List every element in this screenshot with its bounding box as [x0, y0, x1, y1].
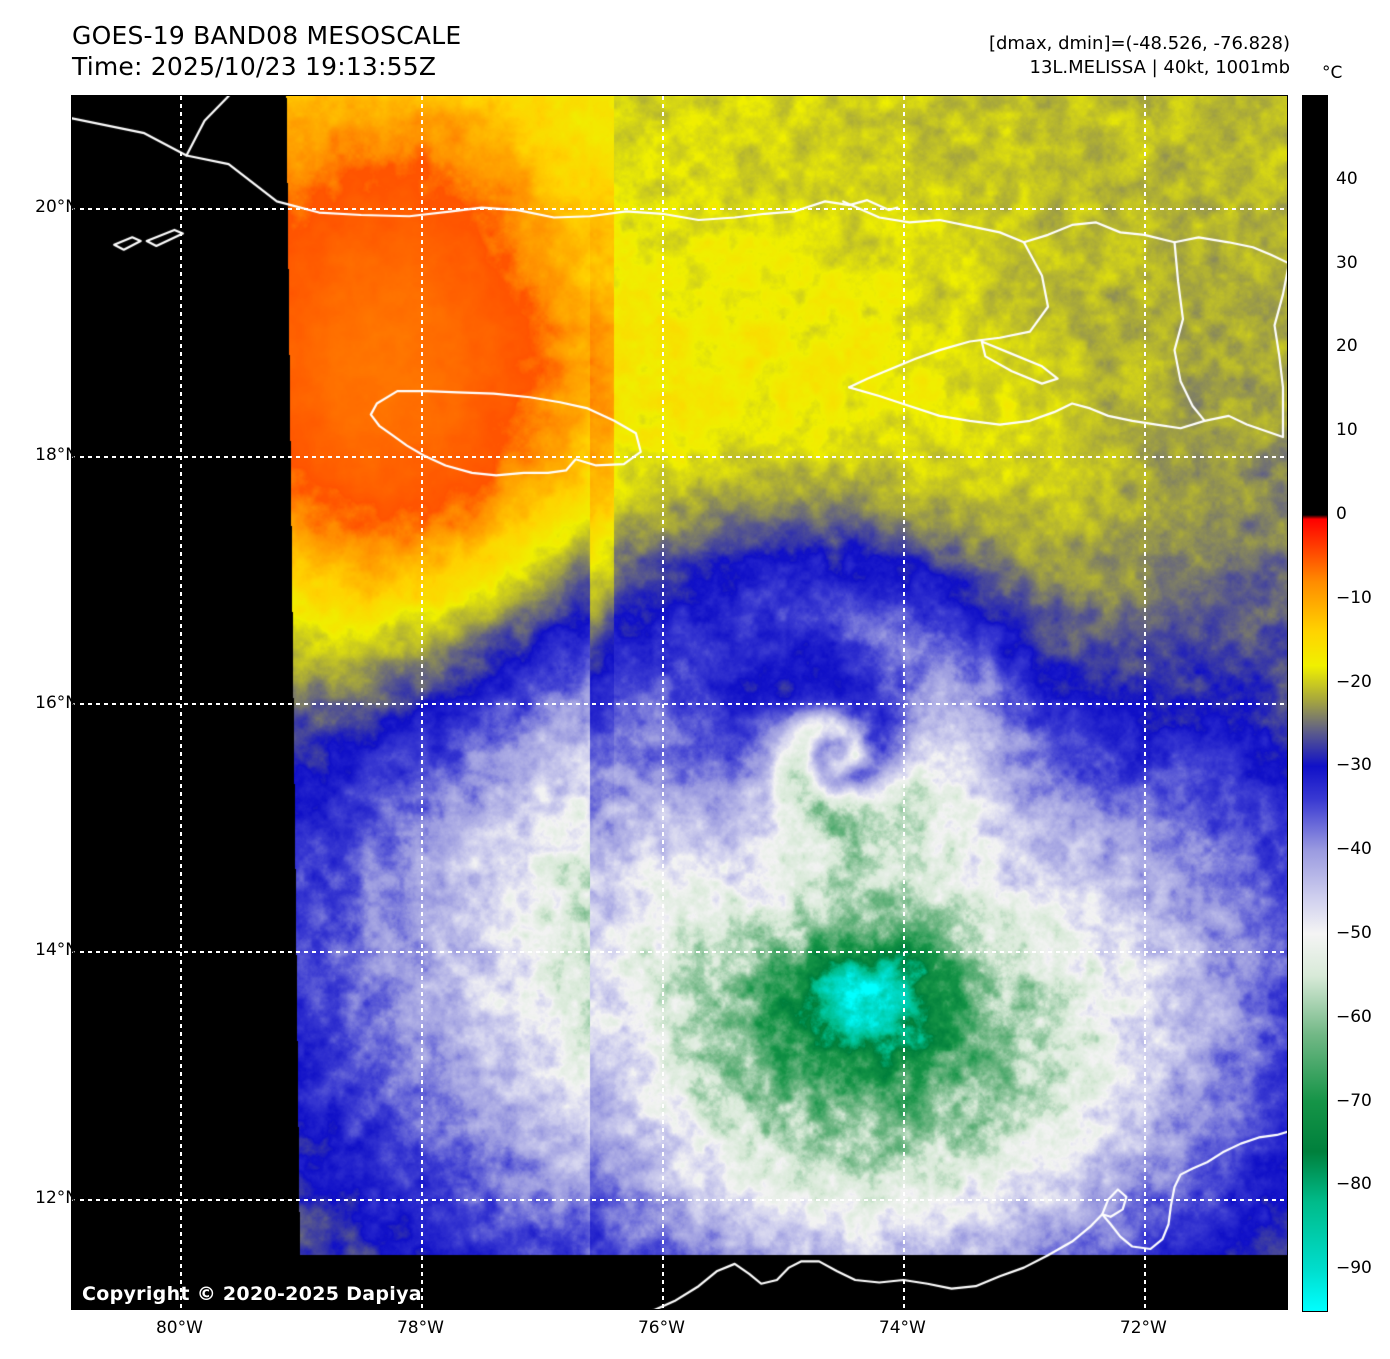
storm-info-label: 13L.MELISSA | 40kt, 1001mb — [1029, 57, 1291, 78]
colorbar-tick-10: −60 — [1336, 1006, 1372, 1027]
colorbar-tick-12: −80 — [1336, 1174, 1372, 1195]
ytick-label-1: 18°N — [35, 444, 78, 465]
colorbar-tick-5: −10 — [1336, 587, 1372, 608]
colorbar-tick-2: 20 — [1336, 336, 1358, 357]
colorbar-tick-1: 30 — [1336, 252, 1358, 273]
colorbar-tick-11: −70 — [1336, 1090, 1372, 1111]
colorbar-tick-9: −50 — [1336, 922, 1372, 943]
satellite-image-plot — [71, 95, 1288, 1310]
xtick-label-2: 76°W — [637, 1318, 685, 1338]
colorbar-tick-0: 40 — [1336, 168, 1358, 189]
ytick-label-3: 14°N — [35, 940, 78, 961]
colorbar-tick-8: −40 — [1336, 839, 1372, 860]
satellite-imagery-canvas — [72, 96, 1287, 1309]
xtick-label-1: 78°W — [396, 1318, 444, 1338]
xtick-label-3: 74°W — [878, 1318, 926, 1338]
colorbar-tick-7: −30 — [1336, 755, 1372, 776]
copyright-label: Copyright © 2020-2025 Dapiya — [82, 1283, 422, 1305]
page-title: GOES-19 BAND08 MESOSCALE Time: 2025/10/2… — [72, 20, 461, 82]
xtick-label-0: 80°W — [155, 1318, 203, 1338]
title-product: GOES-19 BAND08 MESOSCALE — [72, 21, 462, 50]
metadata-block: [dmax, dmin]=(-48.526, -76.828) 13L.MELI… — [989, 32, 1290, 80]
colorbar-unit-label: °C — [1322, 63, 1343, 83]
data-range-label: [dmax, dmin]=(-48.526, -76.828) — [988, 33, 1290, 54]
ytick-label-2: 16°N — [35, 692, 78, 713]
colorbar-tick-6: −20 — [1336, 671, 1372, 692]
temperature-colorbar — [1302, 95, 1328, 1312]
colorbar-tick-13: −90 — [1336, 1258, 1372, 1279]
colorbar-tick-4: 0 — [1336, 503, 1347, 524]
xtick-label-4: 72°W — [1119, 1318, 1167, 1338]
title-timestamp: Time: 2025/10/23 19:13:55Z — [72, 52, 437, 81]
colorbar-tick-3: 10 — [1336, 420, 1358, 441]
ytick-label-0: 20°N — [35, 196, 78, 217]
ytick-label-4: 12°N — [35, 1188, 78, 1209]
colorbar-gradient — [1303, 96, 1327, 1311]
